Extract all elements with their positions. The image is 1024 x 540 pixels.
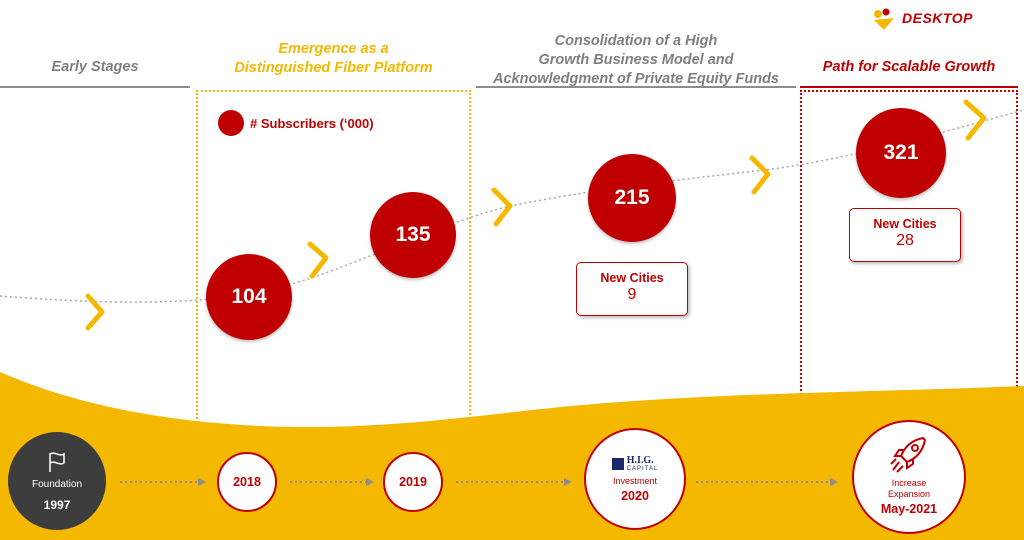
- phase-rule-early: [0, 86, 190, 88]
- milestone-year: 2019: [399, 475, 427, 489]
- subscriber-bubble-2019: 135: [370, 192, 456, 278]
- new-cities-card-2020: New Cities 9: [576, 262, 688, 316]
- card-value: 9: [627, 286, 637, 303]
- subscriber-bubble-2020: 215: [588, 154, 676, 242]
- phase-title-emergence: Emergence as a Distinguished Fiber Platf…: [234, 41, 433, 76]
- subscriber-bubble-2021: 321: [856, 108, 946, 198]
- chevron-right-icon: [963, 99, 987, 141]
- card-value: 28: [896, 232, 914, 249]
- chevron-right-icon: [491, 187, 513, 227]
- phase-title-early: Early Stages: [51, 59, 139, 75]
- milestone-foundation: Foundation 1997: [8, 432, 106, 530]
- card-title: New Cities: [600, 271, 664, 285]
- hig-capital-logo: H.I.G. CAPITAL: [611, 454, 659, 472]
- rocket-icon: [890, 436, 927, 473]
- card-title: New Cities: [873, 217, 937, 231]
- subscriber-bubble-2018: 104: [206, 254, 292, 340]
- flag-icon: [49, 451, 65, 472]
- logo-sub: CAPITAL: [626, 465, 659, 472]
- milestone-2020: H.I.G. CAPITAL Investment 2020: [584, 428, 686, 530]
- milestone-2019: 2019: [383, 452, 443, 512]
- new-cities-card-2021: New Cities 28: [849, 208, 961, 262]
- phase-title-scalable: Path for Scalable Growth: [822, 59, 996, 75]
- milestone-2018: 2018: [217, 452, 277, 512]
- logo-text: H.I.G.: [626, 454, 654, 466]
- legend-dot: [218, 110, 244, 136]
- desktop-logo-icon: [874, 8, 894, 30]
- milestone-year: 2018: [233, 475, 261, 489]
- milestone-year: 1997: [43, 497, 71, 512]
- chevron-right-icon: [85, 293, 105, 331]
- phase-title-consolidation: Consolidation of a High Growth Business …: [492, 33, 779, 87]
- milestone-label: Investment: [612, 475, 658, 486]
- phase-rule-consolidation: [476, 86, 796, 88]
- milestone-may-2021: Increase Expansion May-2021: [852, 420, 966, 534]
- legend-label: # Subscribers (‘000): [250, 116, 374, 131]
- chevron-right-icon: [307, 241, 329, 279]
- brand-name: DESKTOP: [902, 10, 973, 26]
- milestone-label: Foundation: [31, 478, 83, 490]
- milestone-year: 2020: [621, 488, 649, 503]
- milestone-year: May-2021: [880, 502, 938, 516]
- phase-rule-scalable: [800, 86, 1018, 88]
- chevron-right-icon: [749, 155, 771, 195]
- milestone-label: Increase Expansion: [887, 478, 931, 499]
